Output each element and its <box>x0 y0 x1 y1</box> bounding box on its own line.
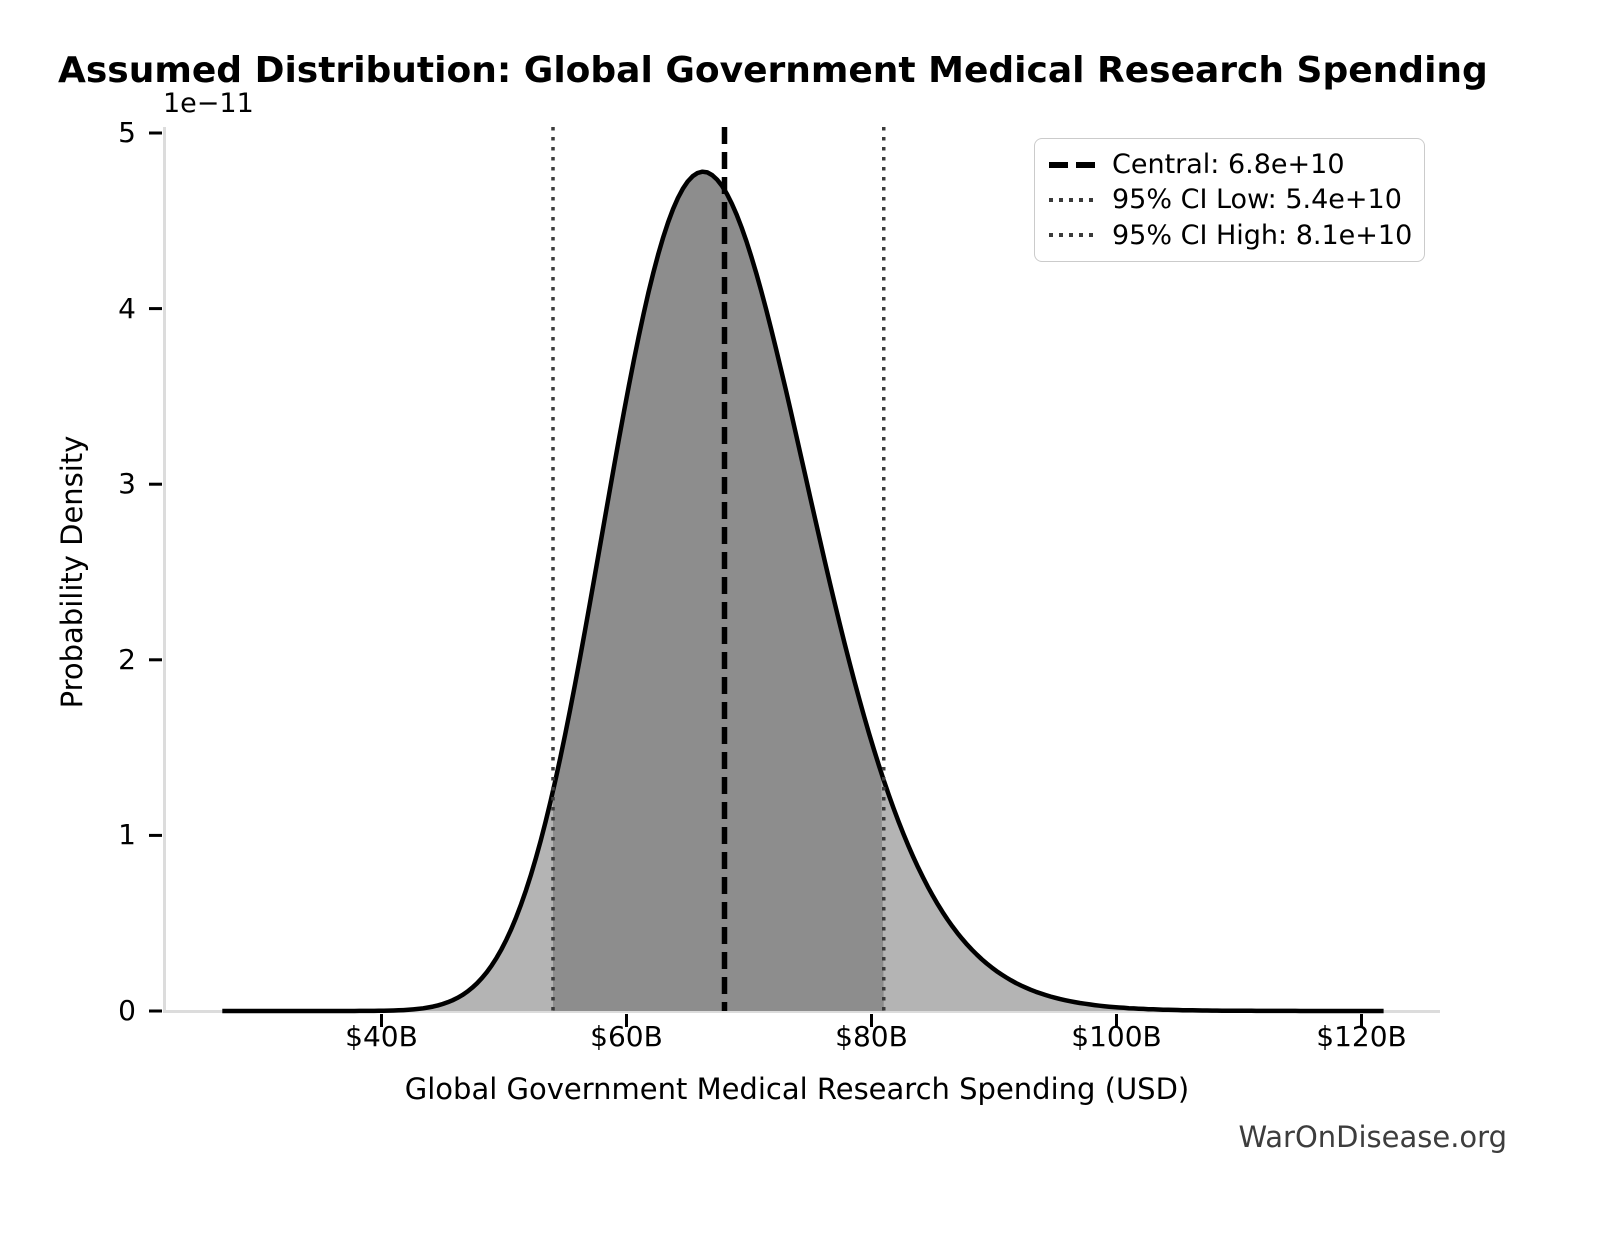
x-tick-label: $60B <box>590 1020 663 1053</box>
x-tick-label: $40B <box>345 1020 418 1053</box>
y-axis-offset-label: 1e−11 <box>163 88 254 119</box>
legend-label: Central: 6.8e+10 <box>1112 149 1345 181</box>
dotted-line-marker-icon <box>1049 197 1095 202</box>
legend-label: 95% CI Low: 5.4e+10 <box>1112 184 1402 216</box>
y-tick-label: 3 <box>118 467 136 501</box>
y-tick-label: 4 <box>118 291 136 325</box>
dotted-line-marker-icon <box>1049 233 1095 238</box>
x-axis-label: Global Government Medical Research Spend… <box>404 1072 1190 1106</box>
x-tick-label: $80B <box>835 1020 908 1053</box>
dashed-line-marker-icon <box>1049 161 1095 168</box>
legend-label: 95% CI High: 8.1e+10 <box>1112 219 1413 251</box>
ci-region-fill <box>553 171 884 1011</box>
y-tick-label: 2 <box>118 642 136 676</box>
density-curve <box>222 169 1384 1014</box>
legend-entry-ci-high: 95% CI High: 8.1e+10 <box>1049 219 1413 251</box>
y-tick-label: 0 <box>118 994 136 1027</box>
y-tick-label: 5 <box>118 116 136 149</box>
chart-title: Assumed Distribution: Global Government … <box>58 50 1488 91</box>
watermark: WarOnDisease.org <box>1238 1120 1507 1154</box>
legend-entry-central: Central: 6.8e+10 <box>1049 149 1410 180</box>
x-tick-label: $100B <box>1071 1020 1162 1053</box>
y-tick-label: 1 <box>118 818 136 852</box>
x-tick-label: $120B <box>1316 1020 1407 1053</box>
y-axis-label: Probability Density <box>55 435 89 709</box>
legend-entry-ci-low: 95% CI Low: 5.4e+10 <box>1049 184 1410 215</box>
legend: Central: 6.8e+10 95% CI Low: 5.4e+10 95%… <box>1034 138 1425 262</box>
